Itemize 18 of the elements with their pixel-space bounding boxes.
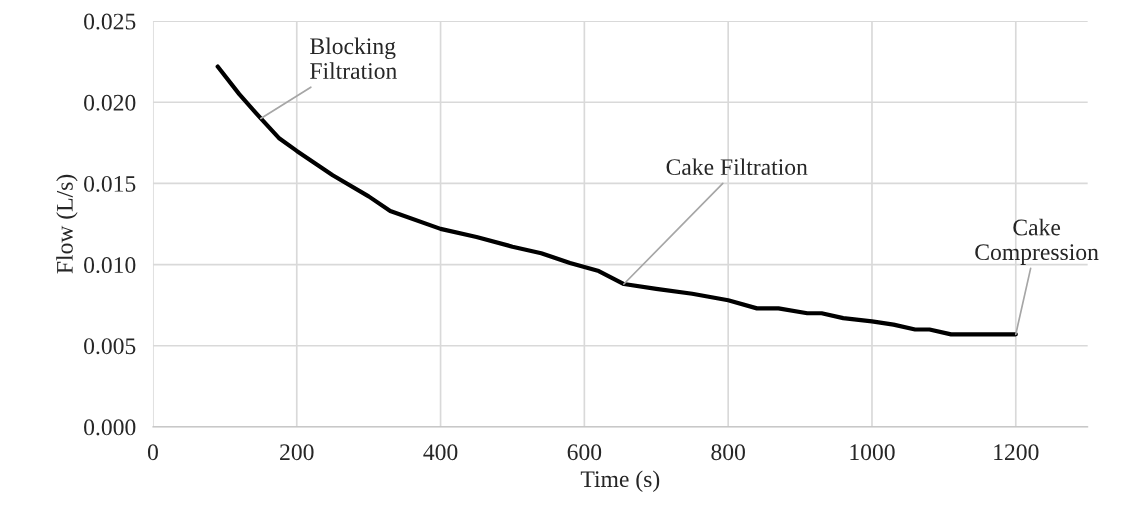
y-tick-label: 0.015: [84, 175, 136, 192]
y-tick-label: 0.025: [84, 13, 136, 30]
x-tick-label: 800: [711, 444, 745, 461]
y-axis-title: Flow (L/s): [56, 174, 78, 274]
y-tick-label: 0.010: [84, 257, 136, 274]
x-axis-title: Time (s): [580, 470, 660, 492]
x-tick-label: 400: [423, 444, 458, 461]
x-tick-label: 600: [567, 444, 602, 461]
x-tick-label: 0: [147, 444, 158, 461]
annotation: Blocking Filtration: [310, 37, 397, 79]
x-tick-label: 1000: [850, 444, 895, 461]
x-tick-label: 200: [280, 444, 314, 461]
y-tick-label: 0.000: [84, 419, 136, 436]
annotation: Cake Filtration: [666, 158, 808, 176]
y-tick-label: 0.020: [84, 94, 136, 111]
y-tick-label: 0.005: [84, 338, 136, 355]
x-tick-label: 1200: [994, 444, 1039, 461]
annotation: Cake Compression: [975, 218, 1099, 265]
